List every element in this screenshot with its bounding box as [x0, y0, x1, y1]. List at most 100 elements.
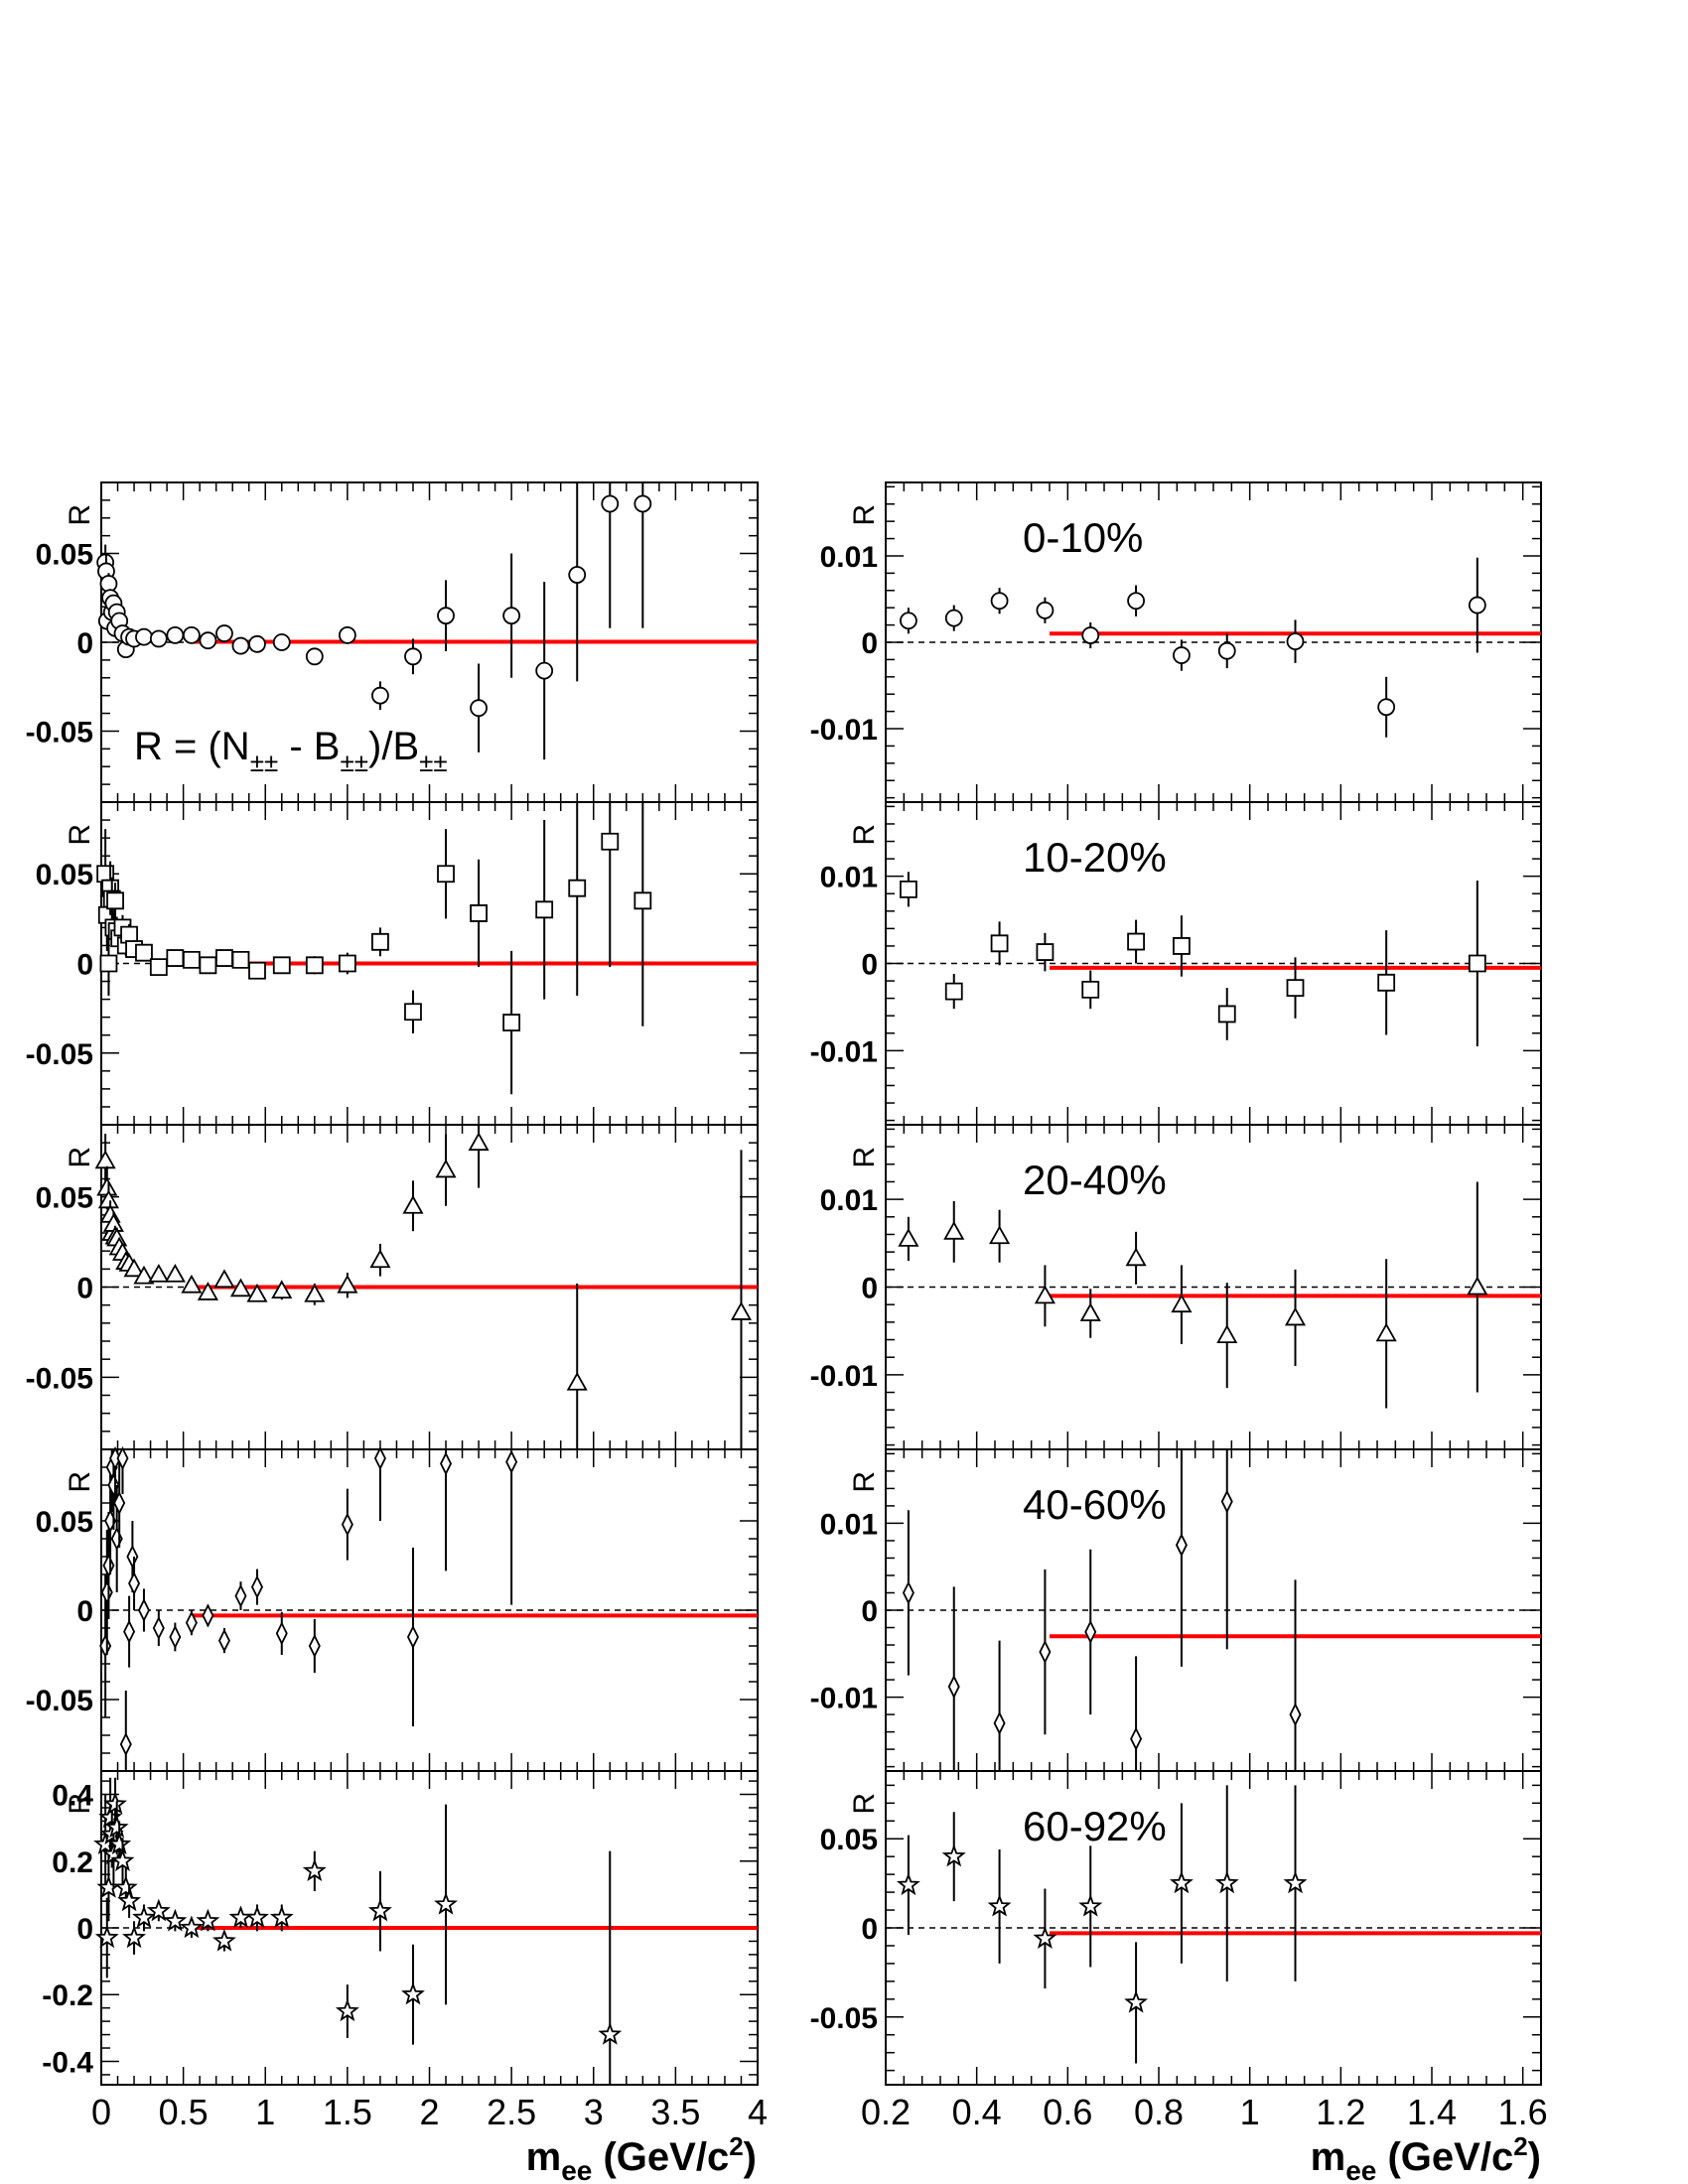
data-point — [440, 1451, 453, 1476]
data-point — [1084, 1619, 1097, 1644]
data-point — [993, 1710, 1006, 1735]
x-tick-label: 4 — [748, 2092, 768, 2132]
y-tick-label: -0.4 — [42, 2046, 93, 2079]
data-point — [182, 950, 201, 969]
x-tick-label: 0.5 — [159, 2092, 209, 2132]
data-point — [404, 647, 422, 666]
data-point — [505, 1449, 518, 1474]
panel-left-row-5: -0.4 -0.2 0 0.2 0.4R 0 0.5 1 1.5 2 2.5 3 3.5 4 — [42, 1770, 768, 2132]
data-point — [304, 1283, 326, 1302]
data-point — [1377, 973, 1396, 992]
data-point — [1286, 632, 1305, 651]
data-point — [1034, 1285, 1055, 1304]
data-point — [137, 1597, 150, 1623]
data-point — [1175, 1533, 1188, 1558]
data-point — [182, 625, 201, 644]
y-tick-label: 0 — [861, 1595, 878, 1628]
data-point — [1216, 1324, 1238, 1344]
y-axis-label: R — [848, 824, 881, 846]
y-tick-label: 0 — [76, 1273, 93, 1305]
data-point — [113, 1875, 138, 1898]
y-tick-label: -0.01 — [810, 1360, 878, 1393]
data-point — [1284, 1306, 1307, 1326]
data-point — [94, 1150, 116, 1169]
data-point — [107, 1832, 132, 1855]
data-point — [110, 1848, 135, 1871]
data-point — [107, 1472, 120, 1498]
data-point — [1127, 932, 1145, 951]
data-point — [103, 1792, 128, 1815]
data-point — [100, 1579, 113, 1605]
data-point — [110, 1526, 123, 1552]
data-point — [502, 607, 521, 625]
data-point — [1036, 601, 1055, 619]
data-point — [132, 1905, 156, 1929]
data-point — [1036, 943, 1055, 961]
data-point — [185, 1610, 198, 1635]
data-point — [117, 1888, 142, 1912]
data-point — [149, 629, 168, 648]
data-point — [989, 1225, 1011, 1245]
y-tick-label: 0 — [76, 627, 93, 660]
data-point — [181, 1274, 203, 1294]
data-point — [437, 865, 455, 884]
data-point — [305, 647, 324, 666]
data-point — [99, 954, 118, 973]
y-tick-label: 0.01 — [820, 862, 878, 894]
x-axis-title-left: mee (GeV/c2) — [526, 2131, 757, 2184]
y-tick-label: -0.05 — [810, 2002, 878, 2035]
y-tick-label: 0.01 — [820, 1184, 878, 1217]
data-point — [213, 1269, 235, 1289]
y-axis-label: R — [64, 1147, 96, 1168]
y-tick-label: -0.01 — [810, 714, 878, 747]
data-point — [990, 592, 1009, 611]
data-point — [1078, 1893, 1103, 1917]
panel-left-row-3: -0.05 0 0.05 R — [26, 1124, 759, 1450]
data-point — [367, 1898, 392, 1922]
x-tick-label: 3.5 — [650, 2092, 700, 2132]
data-point — [341, 1512, 353, 1537]
data-point — [1124, 1989, 1149, 2013]
data-point — [1214, 1870, 1239, 1894]
y-tick-label: 0 — [861, 949, 878, 982]
data-point — [730, 1301, 753, 1320]
data-point — [275, 1621, 288, 1646]
panel-right-row-1: -0.01 0 0.01 R 0-10% — [810, 481, 1542, 803]
x-tick-label: 1 — [255, 2092, 275, 2132]
x-tick-label: 3 — [584, 2092, 604, 2132]
data-point — [1468, 596, 1486, 614]
x-tick-label: 0.8 — [1134, 2092, 1184, 2132]
x-tick-label: 2 — [419, 2092, 439, 2132]
data-point — [163, 1908, 188, 1932]
data-point — [1081, 626, 1100, 644]
data-point — [369, 1249, 391, 1269]
y-tick-label: 0.01 — [820, 1508, 878, 1541]
x-tick-label: 0.4 — [952, 2092, 1002, 2132]
data-point — [338, 625, 356, 644]
data-point — [470, 699, 488, 718]
y-tick-label: 0.05 — [36, 859, 93, 891]
data-point — [246, 1283, 268, 1302]
data-point — [990, 934, 1009, 953]
data-point — [166, 949, 185, 967]
data-point — [123, 1619, 136, 1644]
data-point — [1286, 979, 1305, 997]
data-point — [404, 1003, 422, 1022]
data-point — [468, 1132, 490, 1152]
data-point — [250, 1574, 263, 1599]
data-point — [106, 891, 124, 910]
data-point — [122, 1925, 147, 1949]
data-point — [1468, 954, 1486, 973]
data-point — [102, 1553, 115, 1578]
y-tick-label: -0.05 — [26, 716, 93, 749]
panel-right-row-5: -0.05 0 0.05 R 60-92% 0.2 0.4 0.6 0.8 1 1.2 1.4 1.6 — [810, 1770, 1548, 2132]
y-tick-label: 0.05 — [36, 1506, 93, 1539]
data-point — [248, 634, 266, 653]
centrality-label: 60-92% — [1023, 1803, 1167, 1849]
x-tick-label: 2.5 — [487, 2092, 536, 2132]
data-point — [371, 686, 389, 705]
data-point — [308, 1633, 321, 1659]
data-point — [437, 607, 455, 625]
data-point — [1130, 1726, 1143, 1751]
